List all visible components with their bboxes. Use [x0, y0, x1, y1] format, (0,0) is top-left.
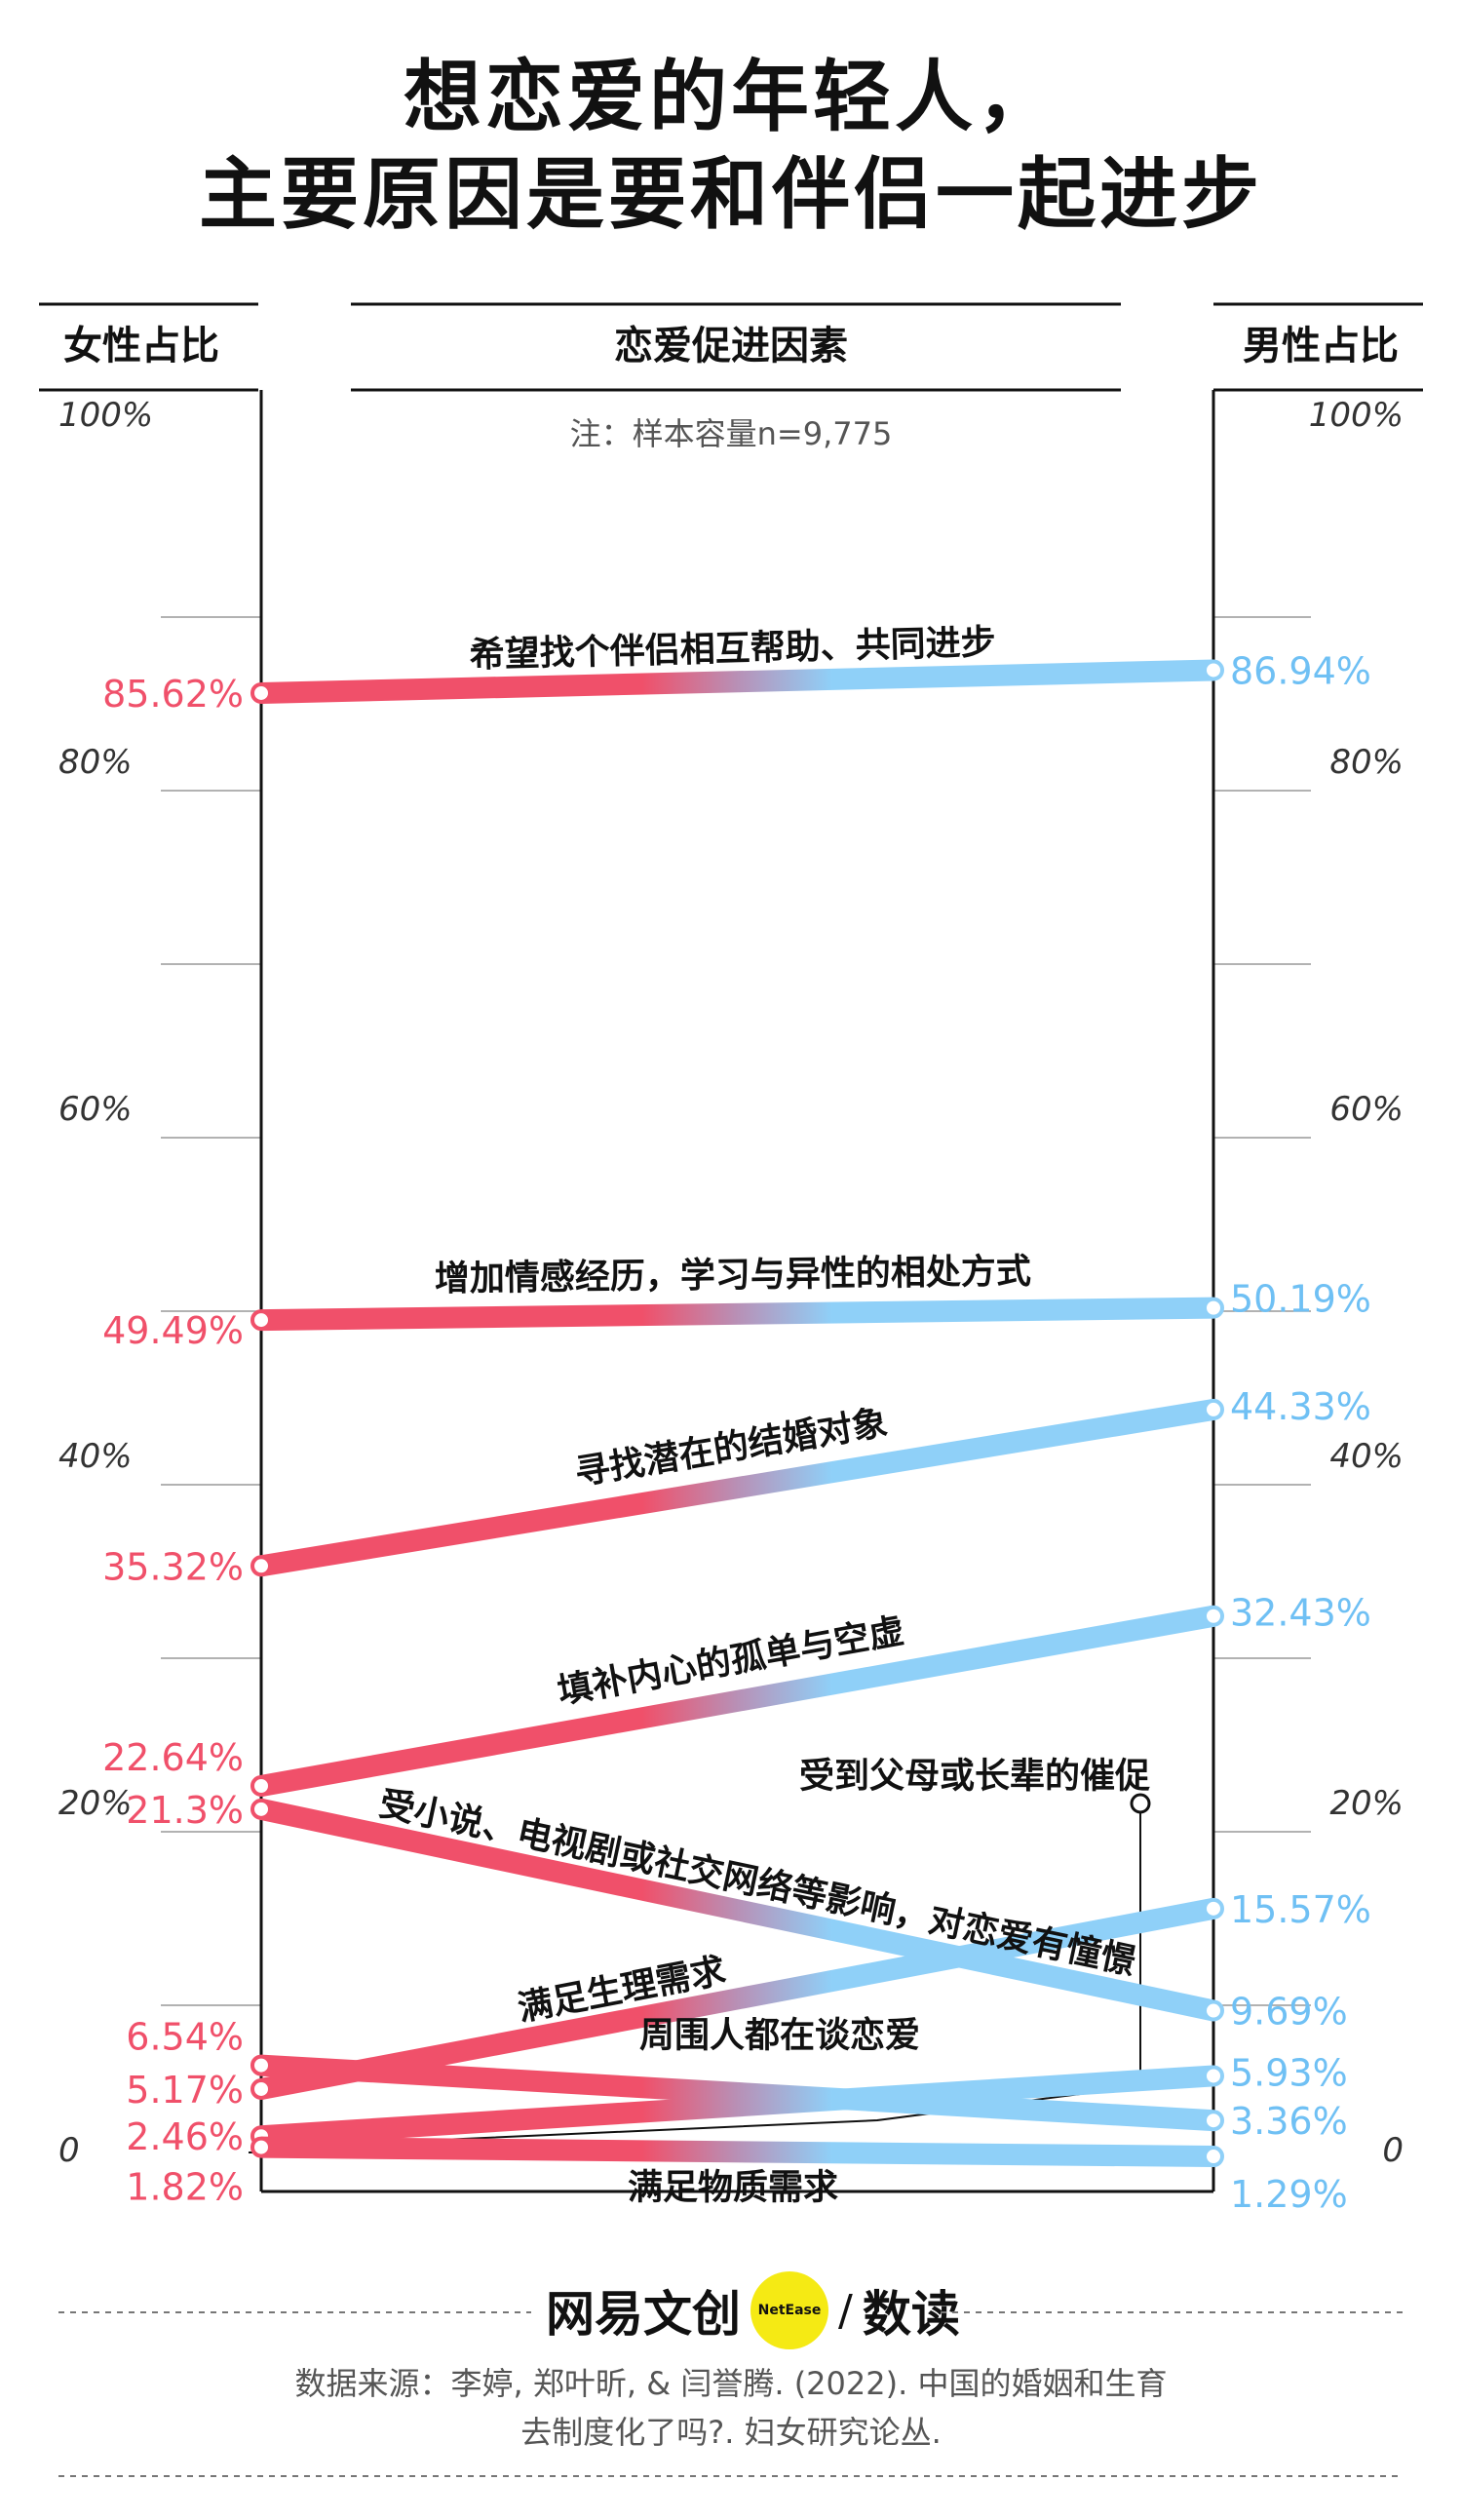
male-point	[1203, 1897, 1224, 1919]
female-point	[250, 2136, 272, 2158]
series-line	[260, 2136, 1214, 2168]
logo-text: 网易文创	[546, 2285, 741, 2343]
male-value-label: 9.69%	[1230, 1991, 1348, 2034]
factor-label: 增加情感经历，学习与异性的相处方式	[435, 1251, 1032, 1299]
male-value-label: 1.29%	[1230, 2173, 1348, 2216]
female-point	[250, 681, 272, 704]
female-axis-header: 女性占比	[63, 324, 219, 368]
male-point	[1203, 1605, 1224, 1627]
female-value-label: 6.54%	[126, 2016, 244, 2059]
series-line	[260, 2065, 1214, 2148]
logo-slash: /	[838, 2285, 853, 2336]
y-tick-left: 20%	[58, 1784, 133, 1823]
series-line	[260, 2054, 1214, 2132]
y-tick-right: 0	[1382, 2131, 1404, 2170]
y-tick-right: 20%	[1329, 1784, 1404, 1823]
male-point	[1203, 1999, 1224, 2022]
y-tick-left: 40%	[58, 1437, 133, 1476]
female-point	[250, 1555, 272, 1577]
male-value-label: 5.93%	[1230, 2051, 1348, 2094]
male-point	[1203, 1297, 1224, 1319]
source-line-1: 数据来源：李婷, 郑叶昕, & 闫誉腾. (2022). 中国的婚姻和生育	[294, 2365, 1168, 2402]
male-point	[1203, 659, 1224, 681]
female-value-label: 21.3%	[126, 1789, 244, 1832]
female-value-label: 2.46%	[126, 2115, 244, 2158]
female-point	[250, 2077, 272, 2100]
logo-suffix: 数读	[862, 2285, 960, 2343]
male-point	[1203, 1398, 1224, 1420]
female-value-label: 49.49%	[102, 1309, 244, 1352]
source-line-2: 去制度化了吗?. 妇女研究论丛.	[520, 2414, 942, 2451]
female-point	[250, 1798, 272, 1820]
female-point	[250, 1309, 272, 1332]
male-value-label: 44.33%	[1230, 1385, 1371, 1428]
factor-label: 受到父母或长辈的催促	[799, 1756, 1150, 1796]
y-tick-right: 80%	[1329, 743, 1404, 782]
series-line	[260, 1297, 1214, 1332]
male-value-label: 32.43%	[1230, 1592, 1371, 1635]
series-line	[259, 1399, 1215, 1577]
series-line	[260, 659, 1214, 704]
factor-column-header: 恋爱促进因素	[614, 324, 848, 368]
male-value-label: 50.19%	[1230, 1278, 1371, 1321]
female-value-label: 35.32%	[102, 1545, 244, 1588]
series-line	[258, 1799, 1216, 2022]
series-line	[259, 1605, 1215, 1797]
female-value-label: 1.82%	[126, 2166, 244, 2209]
factor-label: 周围人都在谈恋爱	[639, 2014, 920, 2055]
y-tick-right: 100%	[1309, 396, 1404, 435]
factor-label: 满足物质需求	[628, 2167, 838, 2207]
series-line	[258, 1898, 1216, 2100]
chart-title-line-2: 主要原因是要和伴侣一起进步	[199, 149, 1263, 240]
male-point	[1203, 2065, 1224, 2087]
chart-title-line-1: 想恋爱的年轻人，	[404, 52, 1058, 142]
logo-badge: NetEase	[750, 2271, 828, 2349]
male-point	[1203, 2110, 1224, 2132]
leader-line-parent-dot	[1130, 1793, 1151, 1814]
female-point	[250, 1775, 272, 1798]
y-tick-left: 80%	[58, 743, 133, 782]
y-tick-right: 60%	[1329, 1090, 1404, 1129]
netease-logo: 网易文创 NetEase / 数读	[546, 2271, 960, 2349]
sample-size-note: 注：样本容量n=9,775	[569, 415, 893, 452]
male-value-label: 15.57%	[1230, 1888, 1371, 1931]
y-tick-right: 40%	[1329, 1437, 1404, 1476]
female-value-label: 85.62%	[102, 673, 244, 716]
female-value-label: 22.64%	[102, 1736, 244, 1779]
male-value-label: 3.36%	[1230, 2100, 1348, 2143]
y-tick-left: 100%	[58, 396, 153, 435]
male-value-label: 86.94%	[1230, 649, 1371, 692]
female-value-label: 5.17%	[126, 2069, 244, 2112]
female-point	[250, 2054, 272, 2076]
male-axis-header: 男性占比	[1243, 324, 1399, 368]
y-tick-left: 60%	[58, 1090, 133, 1129]
male-point	[1203, 2146, 1224, 2168]
y-tick-left: 0	[58, 2131, 80, 2170]
